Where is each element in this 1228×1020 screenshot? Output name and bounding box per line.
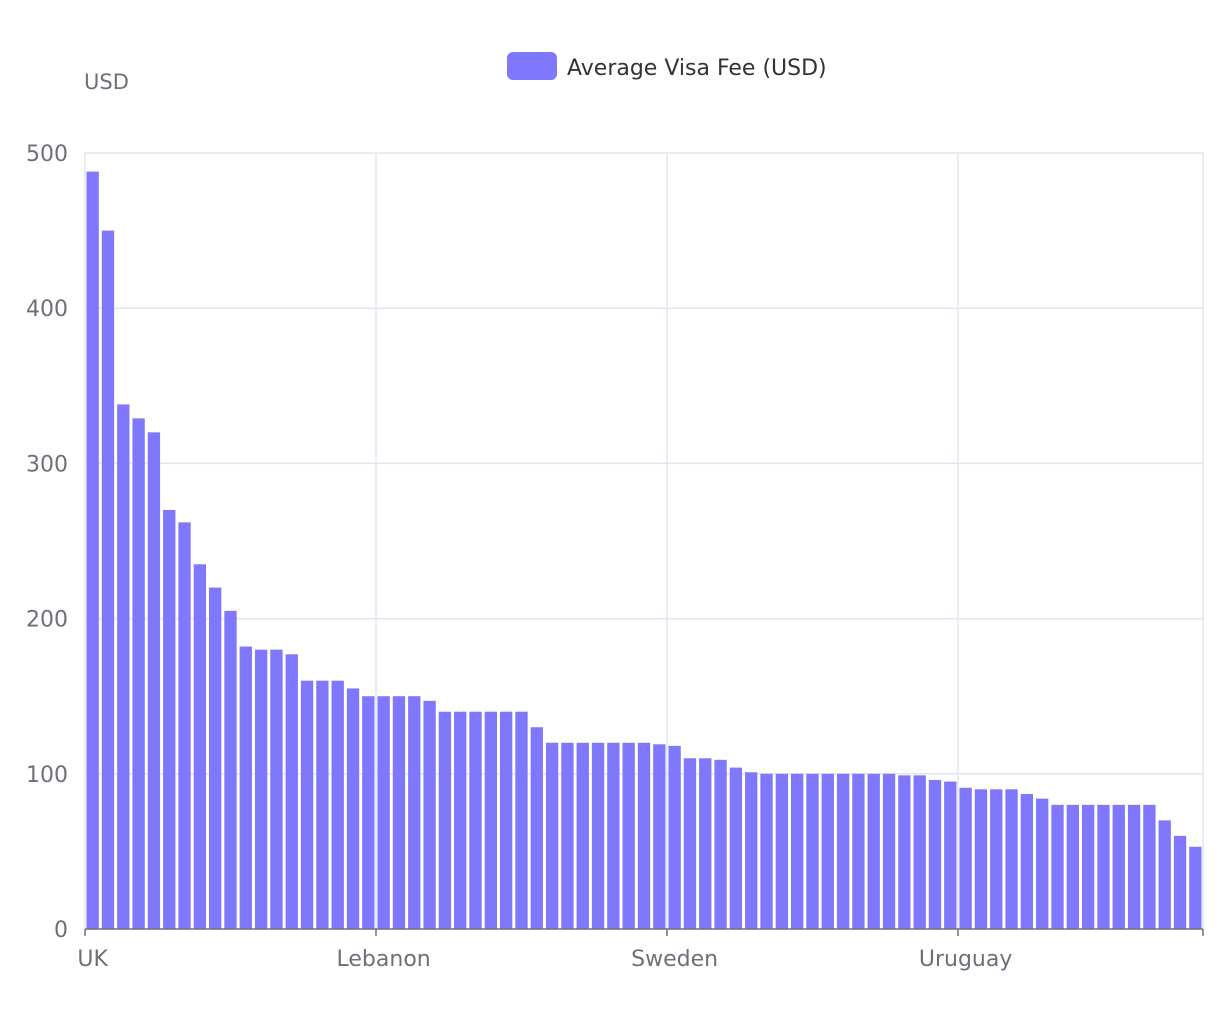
- bar[interactable]: [1066, 804, 1079, 929]
- bar[interactable]: [561, 742, 574, 929]
- bar[interactable]: [1081, 804, 1095, 929]
- x-axis-tick-labels: UK Lebanon Sweden Uruguay: [77, 947, 1012, 972]
- x-tick-label: UK: [77, 947, 108, 972]
- bar[interactable]: [729, 767, 743, 929]
- bar[interactable]: [224, 610, 237, 929]
- bar[interactable]: [821, 773, 834, 929]
- bar[interactable]: [683, 758, 697, 929]
- bar[interactable]: [775, 773, 788, 929]
- bar[interactable]: [1189, 846, 1202, 929]
- bar[interactable]: [346, 688, 360, 929]
- bar[interactable]: [408, 696, 421, 929]
- bar[interactable]: [392, 696, 406, 929]
- bar[interactable]: [607, 742, 620, 929]
- bar[interactable]: [469, 711, 482, 929]
- bar[interactable]: [1097, 804, 1110, 929]
- bar[interactable]: [990, 789, 1003, 929]
- bar[interactable]: [515, 711, 528, 929]
- bar[interactable]: [806, 773, 819, 929]
- bar[interactable]: [484, 711, 498, 929]
- bar[interactable]: [928, 780, 942, 929]
- bar[interactable]: [117, 404, 130, 929]
- bar[interactable]: [1020, 793, 1034, 929]
- bar[interactable]: [882, 773, 896, 929]
- y-tick-label: 100: [26, 763, 68, 788]
- bar[interactable]: [1143, 804, 1156, 929]
- bar[interactable]: [745, 772, 758, 929]
- x-tick-label: Sweden: [631, 947, 718, 972]
- bar[interactable]: [760, 773, 773, 929]
- bar[interactable]: [622, 742, 635, 929]
- bar[interactable]: [454, 711, 467, 929]
- y-tick-label: 400: [26, 297, 68, 322]
- bar[interactable]: [285, 654, 298, 929]
- bar[interactable]: [132, 418, 145, 929]
- bar[interactable]: [438, 711, 452, 929]
- y-axis-tick-labels: 0 100 200 300 400 500: [26, 142, 68, 943]
- bar[interactable]: [86, 171, 99, 929]
- bar[interactable]: [1005, 789, 1018, 929]
- bar[interactable]: [500, 711, 513, 929]
- bar[interactable]: [714, 759, 727, 929]
- bar[interactable]: [300, 680, 314, 929]
- bar[interactable]: [591, 742, 605, 929]
- bar[interactable]: [193, 564, 207, 929]
- bar[interactable]: [1158, 820, 1171, 929]
- bar[interactable]: [530, 727, 543, 929]
- y-tick-label: 200: [26, 608, 68, 633]
- y-axis-unit-label: USD: [84, 70, 129, 94]
- bar[interactable]: [959, 787, 972, 929]
- y-tick-label: 500: [26, 142, 68, 167]
- bar[interactable]: [254, 649, 268, 929]
- bar[interactable]: [1127, 804, 1141, 929]
- bar[interactable]: [423, 700, 436, 929]
- bar[interactable]: [668, 745, 681, 929]
- bar[interactable]: [867, 773, 880, 929]
- bar[interactable]: [576, 742, 589, 929]
- bar[interactable]: [178, 522, 191, 929]
- bar[interactable]: [974, 789, 988, 929]
- bar[interactable]: [637, 742, 651, 929]
- legend-label: Average Visa Fee (USD): [567, 56, 827, 81]
- bar[interactable]: [790, 773, 804, 929]
- bar[interactable]: [1051, 804, 1064, 929]
- bar[interactable]: [1112, 804, 1125, 929]
- bar[interactable]: [898, 775, 911, 929]
- bar[interactable]: [545, 742, 559, 929]
- bar[interactable]: [362, 696, 375, 929]
- bar[interactable]: [852, 773, 865, 929]
- legend-swatch: [507, 52, 557, 80]
- bar[interactable]: [239, 646, 252, 929]
- bar[interactable]: [270, 649, 283, 929]
- bar[interactable]: [913, 775, 926, 929]
- bar[interactable]: [836, 773, 850, 929]
- bar[interactable]: [101, 230, 115, 930]
- bar[interactable]: [1173, 835, 1187, 929]
- bar[interactable]: [147, 432, 161, 929]
- bar[interactable]: [699, 758, 712, 929]
- bar[interactable]: [377, 696, 390, 929]
- y-tick-label: 0: [54, 918, 68, 943]
- bar[interactable]: [331, 680, 344, 929]
- bars: [86, 171, 1202, 930]
- x-tick-label: Uruguay: [919, 947, 1013, 972]
- bar[interactable]: [209, 587, 222, 929]
- y-tick-label: 300: [26, 452, 68, 477]
- x-tick-label: Lebanon: [337, 947, 431, 972]
- bar[interactable]: [653, 744, 666, 929]
- bar[interactable]: [944, 781, 957, 929]
- bar[interactable]: [316, 680, 329, 929]
- bar[interactable]: [1036, 798, 1049, 929]
- grid-lines: [84, 152, 1204, 929]
- x-axis: [84, 928, 1204, 936]
- bar[interactable]: [163, 509, 176, 929]
- legend[interactable]: Average Visa Fee (USD): [507, 52, 827, 81]
